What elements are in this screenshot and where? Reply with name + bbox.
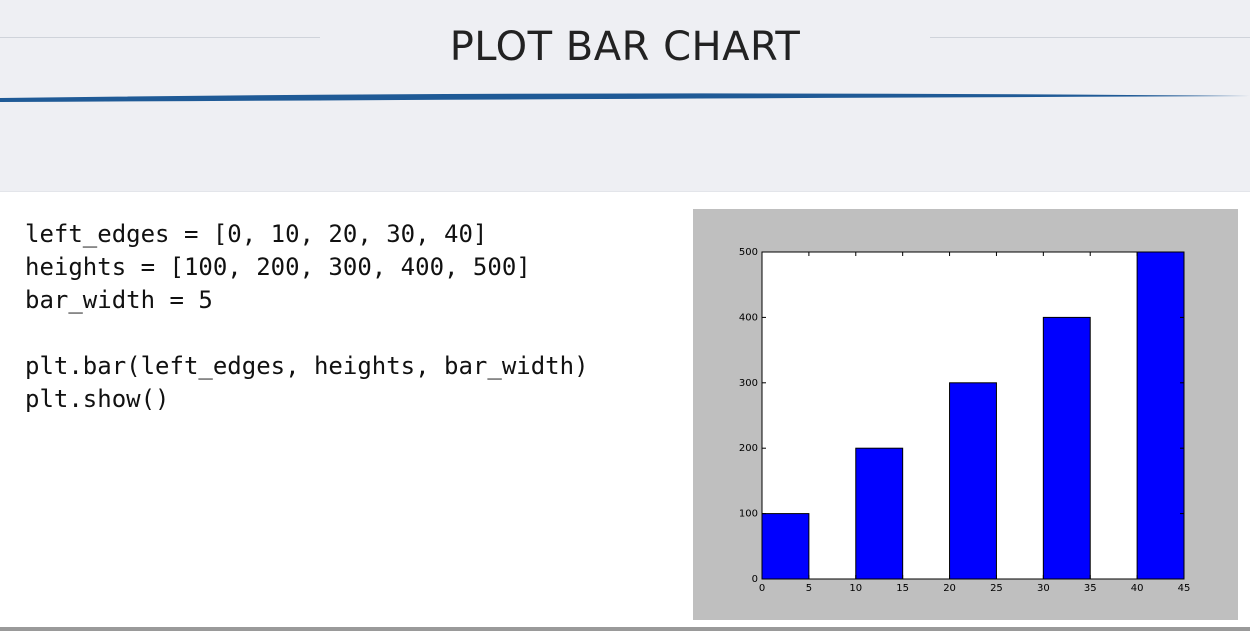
bar bbox=[1136, 251, 1185, 580]
x-tick-label: 20 bbox=[943, 583, 956, 594]
y-tick-label: 500 bbox=[739, 247, 758, 258]
x-tick-label: 0 bbox=[759, 583, 765, 594]
y-tick-label: 100 bbox=[739, 509, 758, 520]
slide-header: PLOT BAR CHART bbox=[0, 0, 1250, 192]
y-tick-label: 0 bbox=[752, 574, 758, 585]
x-tick-label: 15 bbox=[896, 583, 909, 594]
plot-figure: 0 5 10 15 20 25 30 35 40 45 0 100 200 300 400 500 bbox=[693, 209, 1238, 620]
x-tick-label: 5 bbox=[806, 583, 812, 594]
slide-title: PLOT BAR CHART bbox=[449, 24, 801, 70]
axes-frame bbox=[761, 251, 1185, 580]
header-rule-left bbox=[0, 37, 320, 38]
bar bbox=[761, 513, 810, 580]
slide-bottom-border bbox=[0, 627, 1250, 631]
header-rule-right bbox=[930, 37, 1250, 38]
bar-chart: 0 5 10 15 20 25 30 35 40 45 0 100 200 300 400 500 bbox=[739, 247, 1191, 594]
code-block: left_edges = [0, 10, 20, 30, 40] heights … bbox=[25, 218, 589, 416]
code-line bbox=[25, 317, 589, 350]
y-tick-label: 300 bbox=[739, 378, 758, 389]
bar bbox=[1042, 316, 1091, 580]
code-line: left_edges = [0, 10, 20, 30, 40] bbox=[25, 220, 488, 248]
x-tick-label: 25 bbox=[990, 583, 1003, 594]
y-tick-label: 200 bbox=[739, 443, 758, 454]
header-divider bbox=[0, 191, 1250, 192]
code-line: plt.bar(left_edges, heights, bar_width) bbox=[25, 352, 589, 380]
x-tick-label: 40 bbox=[1131, 583, 1144, 594]
x-tick-label: 10 bbox=[849, 583, 862, 594]
bar bbox=[855, 447, 904, 580]
code-line: bar_width = 5 bbox=[25, 286, 213, 314]
bar bbox=[949, 382, 997, 580]
header-swoosh bbox=[0, 93, 1250, 102]
x-tick-label: 30 bbox=[1037, 583, 1050, 594]
x-tick-label: 45 bbox=[1178, 583, 1191, 594]
x-tick-label: 35 bbox=[1084, 583, 1097, 594]
code-line: heights = [100, 200, 300, 400, 500] bbox=[25, 253, 531, 281]
y-tick-label: 400 bbox=[739, 312, 758, 323]
code-line: plt.show() bbox=[25, 385, 170, 413]
